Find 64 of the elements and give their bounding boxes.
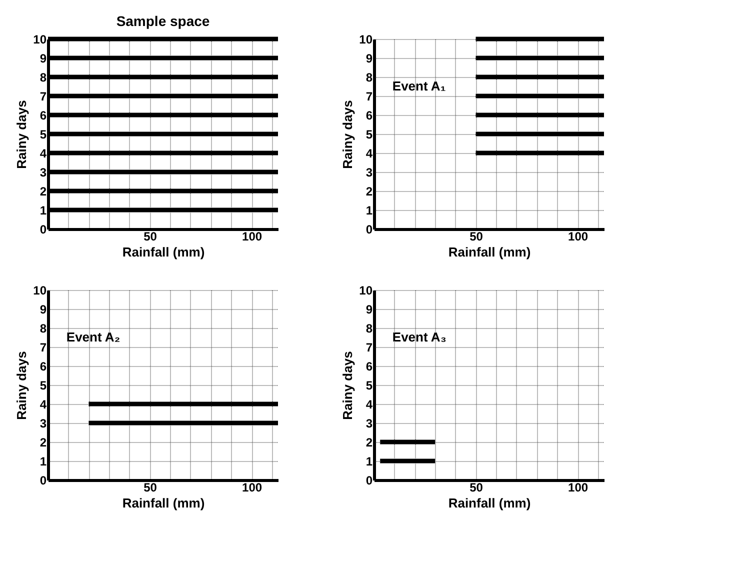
y-tick-label: 5	[366, 378, 373, 392]
x-axis-title: Rainfall (mm)	[448, 496, 531, 510]
y-tick-label: 2	[366, 184, 373, 198]
x-axis-title: Rainfall (mm)	[122, 244, 205, 260]
chart-title: Sample space	[116, 13, 210, 29]
y-tick-label: 7	[40, 340, 47, 354]
x-tick-label: 100	[568, 230, 588, 244]
y-tick-label: 2	[40, 436, 47, 450]
annotation: Event A₃	[392, 330, 446, 344]
annotation: Event A₂	[66, 330, 120, 344]
y-tick-label: 4	[40, 398, 47, 412]
y-tick-label: 1	[40, 204, 47, 218]
x-tick-label: 100	[242, 230, 262, 244]
y-tick-label: 6	[40, 360, 47, 374]
x-tick-label: 100	[242, 480, 262, 494]
y-tick-label: 8	[40, 70, 47, 84]
y-tick-label: 8	[40, 322, 47, 336]
y-tick-label: 0	[40, 474, 47, 488]
y-tick-label: 4	[366, 398, 373, 412]
x-tick-label: 50	[470, 230, 484, 244]
y-tick-label: 0	[366, 474, 373, 488]
y-axis-title: Rainy days	[14, 351, 30, 420]
y-tick-label: 7	[366, 90, 373, 104]
y-tick-label: 3	[366, 416, 373, 430]
y-tick-label: 4	[40, 146, 47, 160]
y-axis-title: Rainy days	[14, 100, 30, 169]
y-tick-label: 0	[366, 222, 373, 236]
y-tick-label: 7	[40, 90, 47, 104]
y-tick-label: 3	[40, 416, 47, 430]
y-tick-label: 9	[366, 52, 373, 66]
annotation: Event A₁	[392, 78, 446, 94]
y-axis-title: Rainy days	[340, 100, 356, 169]
x-axis-title: Rainfall (mm)	[448, 244, 531, 260]
y-tick-label: 7	[366, 340, 373, 354]
x-tick-label: 50	[470, 480, 484, 494]
y-tick-label: 6	[40, 108, 47, 122]
y-tick-label: 5	[40, 378, 47, 392]
y-tick-label: 6	[366, 360, 373, 374]
y-tick-label: 10	[33, 284, 47, 298]
y-tick-label: 9	[366, 302, 373, 316]
x-tick-label: 50	[144, 230, 158, 244]
y-tick-label: 9	[40, 52, 47, 66]
y-tick-label: 8	[366, 322, 373, 336]
y-tick-label: 3	[40, 166, 47, 180]
y-tick-label: 10	[359, 32, 373, 46]
y-tick-label: 1	[366, 204, 373, 218]
y-tick-label: 10	[33, 32, 47, 46]
y-tick-label: 2	[366, 436, 373, 450]
x-axis-title: Rainfall (mm)	[122, 496, 205, 510]
y-tick-label: 4	[366, 146, 373, 160]
x-tick-label: 50	[144, 480, 158, 494]
y-tick-label: 1	[366, 454, 373, 468]
y-tick-label: 8	[366, 70, 373, 84]
y-tick-label: 5	[40, 128, 47, 142]
x-tick-label: 100	[568, 480, 588, 494]
y-tick-label: 5	[366, 128, 373, 142]
y-axis-title: Rainy days	[340, 351, 356, 420]
y-tick-label: 2	[40, 184, 47, 198]
y-tick-label: 10	[359, 284, 373, 298]
y-tick-label: 3	[366, 166, 373, 180]
y-tick-label: 9	[40, 302, 47, 316]
y-tick-label: 0	[40, 222, 47, 236]
y-tick-label: 6	[366, 108, 373, 122]
y-tick-label: 1	[40, 454, 47, 468]
